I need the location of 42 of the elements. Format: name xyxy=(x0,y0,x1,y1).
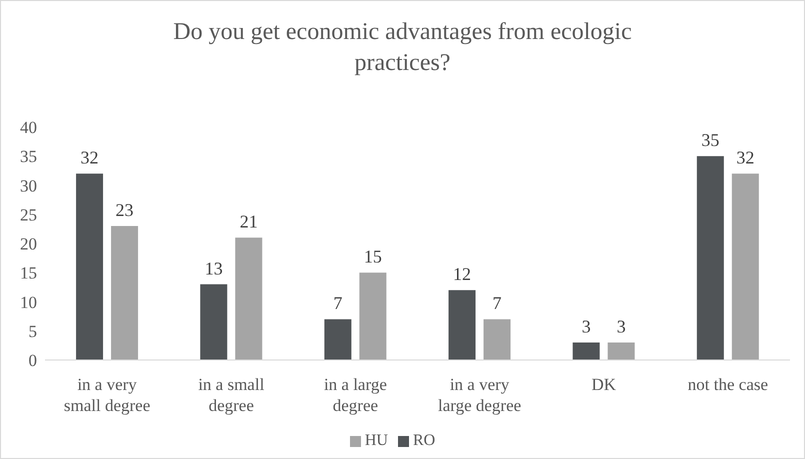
bar xyxy=(235,238,262,360)
data-label: 7 xyxy=(492,293,502,314)
bar xyxy=(732,174,759,360)
bar xyxy=(76,174,104,360)
y-tick-label: 0 xyxy=(28,351,37,370)
bar xyxy=(696,156,724,360)
data-label: 3 xyxy=(616,316,626,337)
x-tick-label: in a large degree xyxy=(324,375,387,415)
data-label: 35 xyxy=(701,130,720,150)
data-label: 7 xyxy=(333,293,342,314)
bar xyxy=(572,342,600,360)
y-tick-label: 20 xyxy=(20,234,37,254)
x-tick-label: not the case xyxy=(688,375,768,394)
y-tick-label: 10 xyxy=(20,292,37,312)
bar xyxy=(608,342,635,360)
data-label: 23 xyxy=(116,200,134,220)
y-tick-label: 40 xyxy=(20,118,37,138)
chart-title: Do you get economic advantages from ecologic practices? xyxy=(172,18,633,78)
data-label: 3 xyxy=(582,316,591,337)
x-tick-label: in a small degree xyxy=(198,375,265,415)
legend-label: RO xyxy=(412,432,436,449)
bar xyxy=(359,272,386,360)
legend-label: HU xyxy=(364,432,388,449)
y-tick-label: 35 xyxy=(20,147,37,166)
data-label: 12 xyxy=(453,264,472,284)
y-tick-label: 30 xyxy=(20,176,37,196)
data-label: 21 xyxy=(240,212,258,232)
bar xyxy=(111,226,138,360)
y-tick-label: 25 xyxy=(20,205,37,224)
bar xyxy=(324,319,352,360)
x-tick-label: in a very small degree xyxy=(64,375,150,415)
data-label: 15 xyxy=(364,246,382,267)
bar xyxy=(484,319,511,360)
bar xyxy=(200,284,228,360)
x-tick-label: DK xyxy=(591,375,617,394)
data-label: 32 xyxy=(736,148,754,168)
data-label: 32 xyxy=(80,148,99,168)
y-tick-label: 15 xyxy=(20,264,37,283)
y-tick-label: 5 xyxy=(28,322,37,341)
bar xyxy=(448,290,476,360)
data-label: 13 xyxy=(204,258,223,278)
x-tick-label: in a very large degree xyxy=(438,375,522,415)
